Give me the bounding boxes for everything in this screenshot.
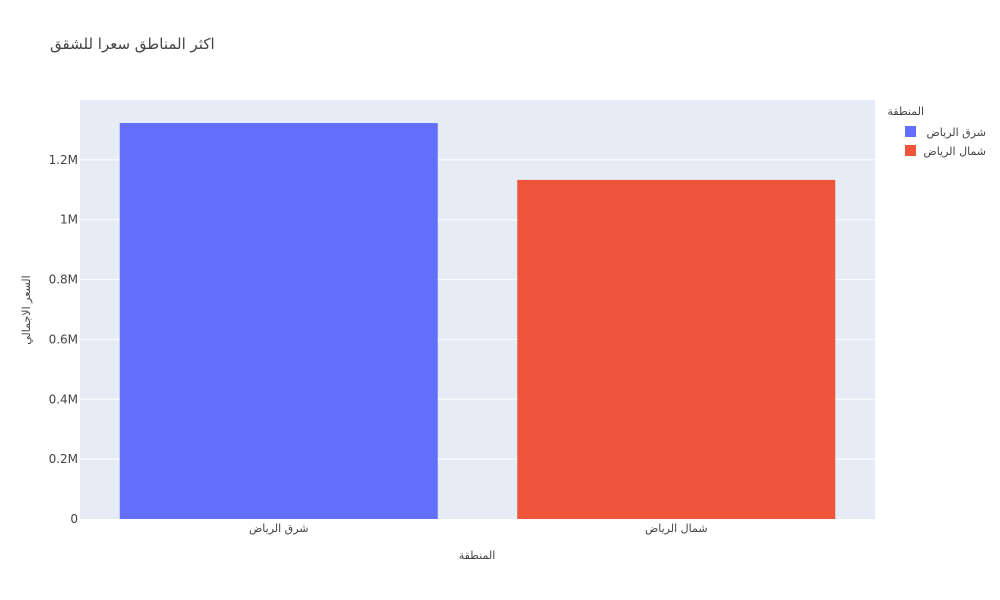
y-tick-label: 0.4M xyxy=(49,392,78,406)
y-axis-title: السعر الاجمالي xyxy=(20,275,33,344)
legend-title: المنطقة xyxy=(887,105,924,118)
legend: المنطقة شرق الرياض شمال الرياض xyxy=(887,105,986,158)
y-tick-label: 0.8M xyxy=(49,273,78,287)
legend-entry: شمال الرياض xyxy=(923,145,986,158)
x-axis-title: المنطقة xyxy=(459,549,496,562)
x-tick-label: شمال الرياض xyxy=(645,522,708,535)
legend-entry: شرق الرياض xyxy=(926,126,986,139)
legend-swatch xyxy=(905,126,916,137)
y-tick-label: 0 xyxy=(70,512,78,526)
y-tick-label: 1.2M xyxy=(49,153,78,167)
x-axis-ticks: شرق الرياض شمال الرياض xyxy=(249,522,708,535)
y-tick-label: 0.2M xyxy=(49,452,78,466)
bar xyxy=(119,123,438,520)
y-tick-label: 1M xyxy=(60,213,78,227)
y-tick-label: 0.6M xyxy=(49,332,78,346)
bar xyxy=(517,179,836,519)
bars xyxy=(119,123,836,520)
legend-swatch xyxy=(905,145,916,156)
y-axis-ticks: 0 0.2M 0.4M 0.6M 0.8M 1M 1.2M xyxy=(49,153,78,526)
x-tick-label: شرق الرياض xyxy=(249,522,309,535)
chart-title: اكثر المناطق سعرا للشقق xyxy=(50,35,215,53)
